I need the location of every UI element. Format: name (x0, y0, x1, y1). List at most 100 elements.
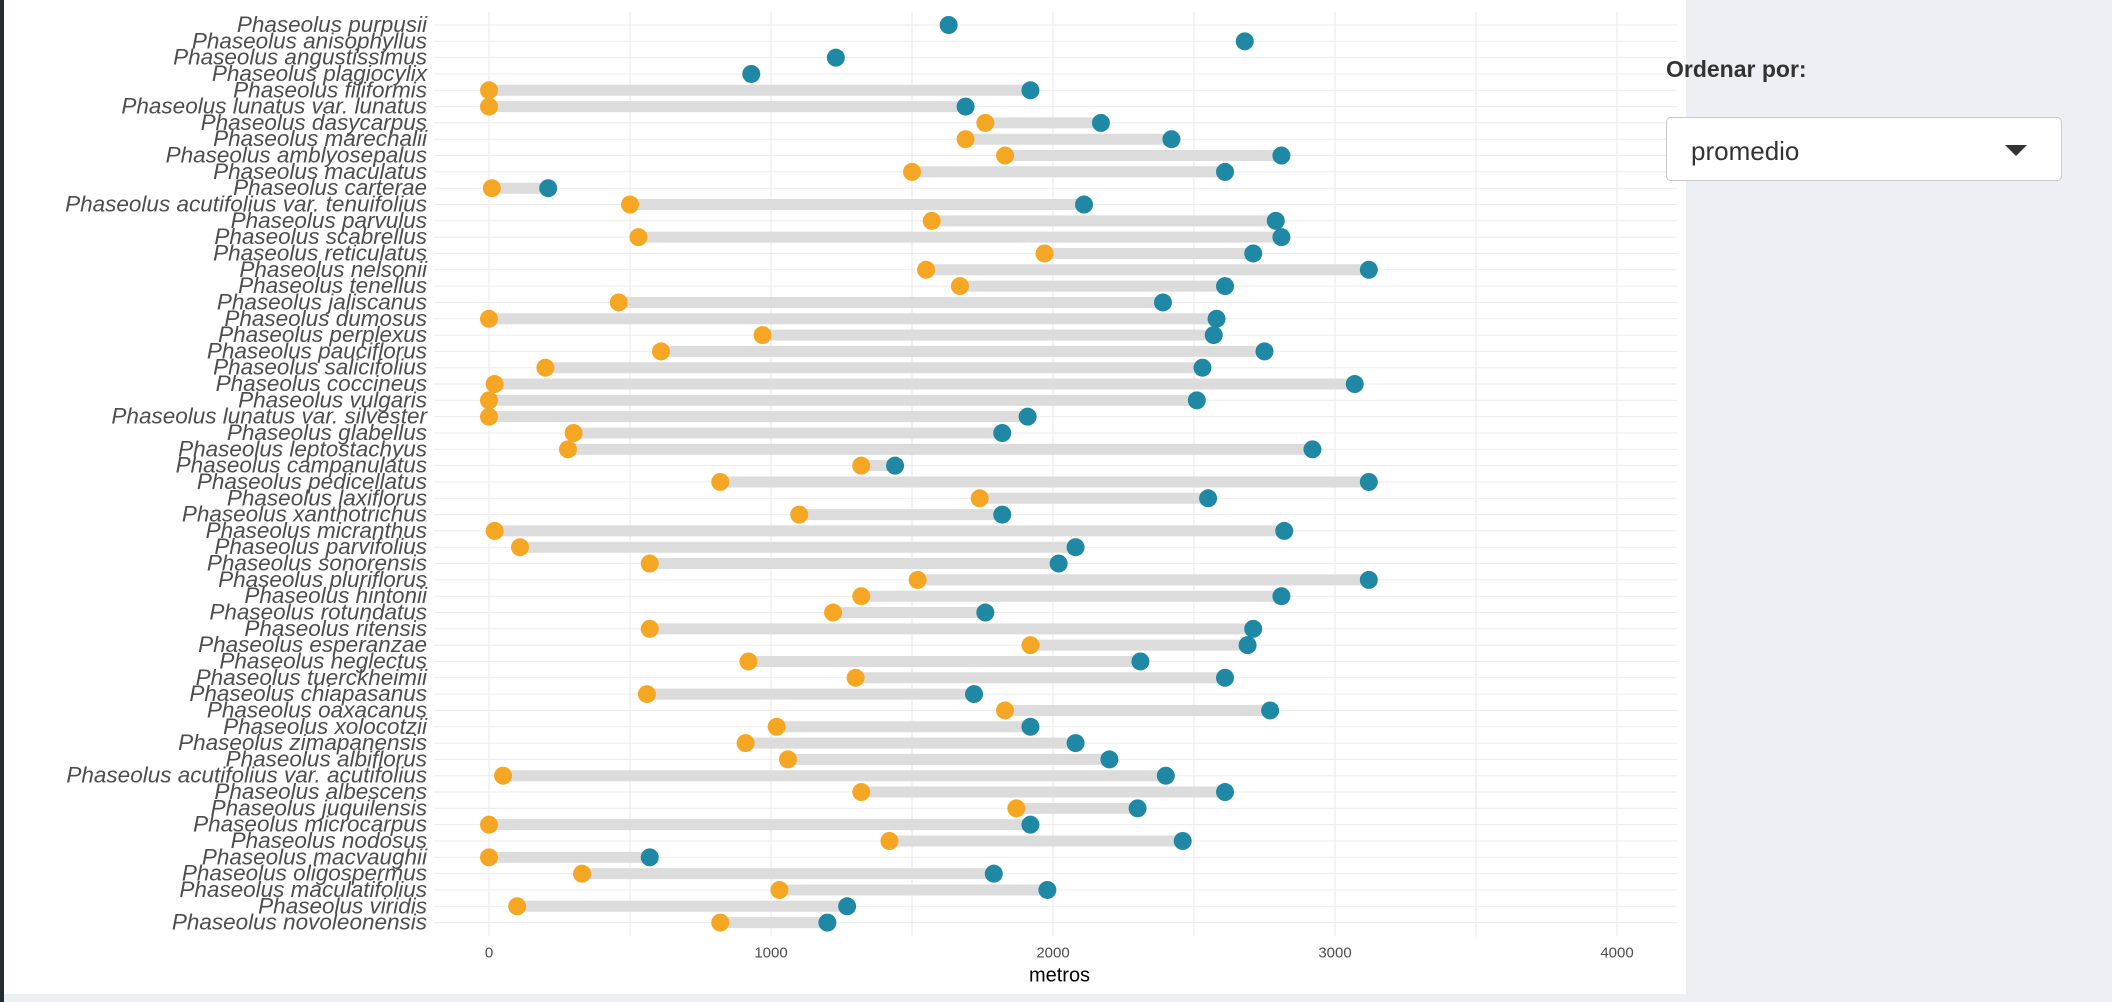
max-point (1100, 750, 1119, 769)
species-label: Phaseolus dumosus (224, 306, 427, 331)
max-point (1272, 587, 1291, 606)
max-point (1244, 244, 1263, 263)
species-label: Phaseolus microcarpus (193, 812, 427, 837)
species-label: Phaseolus nelsonii (239, 257, 428, 282)
max-point (1075, 195, 1094, 214)
species-label: Phaseolus sonorensis (207, 551, 427, 576)
min-point (824, 603, 843, 622)
species-label: Phaseolus scabrellus (214, 224, 427, 249)
min-point (736, 734, 755, 753)
species-label: Phaseolus ritensis (244, 616, 427, 641)
min-point (480, 81, 498, 100)
max-point (1049, 554, 1068, 573)
min-point (480, 407, 498, 426)
max-point (965, 685, 984, 704)
min-point (1021, 636, 1040, 655)
species-label: Phaseolus chiapasanus (189, 681, 427, 706)
min-point (790, 505, 809, 524)
app-left-edge (0, 0, 4, 1002)
species-label: Phaseolus neglectus (219, 648, 427, 673)
max-point (1275, 521, 1294, 540)
species-label: Phaseolus tuerckheimii (196, 665, 428, 690)
min-point (917, 260, 936, 279)
species-label: Phaseolus purpusii (237, 12, 428, 37)
species-label: Phaseolus hintonii (244, 583, 428, 608)
max-point (1156, 766, 1175, 785)
species-label: Phaseolus filiformis (233, 77, 427, 102)
min-point (922, 211, 941, 230)
min-point (739, 652, 758, 671)
min-point (482, 179, 501, 198)
max-point (1359, 570, 1378, 589)
species-label: Phaseolus acutifolius var. acutifolius (66, 763, 427, 788)
max-point (1187, 391, 1206, 410)
max-point (1216, 162, 1235, 181)
min-point (536, 358, 555, 377)
x-tick-label: 0 (485, 945, 493, 962)
min-point (753, 326, 772, 345)
min-point (558, 440, 577, 459)
species-label: Phaseolus nodosus (231, 828, 427, 853)
max-point (1153, 293, 1172, 312)
max-point (1235, 32, 1254, 51)
species-label: Phaseolus parvulus (231, 208, 427, 233)
species-label: Phaseolus oaxacanus (207, 697, 427, 722)
species-label: Phaseolus parvifolius (214, 534, 427, 559)
species-label: Phaseolus pluriflorus (218, 567, 427, 592)
species-label: Phaseolus reticulatus (213, 240, 427, 265)
order-by-value: promedio (1691, 136, 1800, 166)
species-label: Phaseolus campanulatus (176, 453, 427, 478)
species-label: Phaseolus marechalii (213, 126, 428, 151)
min-point (609, 293, 628, 312)
max-point (1207, 309, 1226, 328)
order-by-label: Ordenar por: (1666, 56, 1807, 82)
max-point (1021, 81, 1040, 100)
max-point (1018, 407, 1037, 426)
max-point (1359, 260, 1378, 279)
x-tick-label: 4000 (1600, 945, 1633, 962)
species-label: Phaseolus albescens (214, 779, 427, 804)
x-tick-label: 3000 (1318, 945, 1351, 962)
species-label: Phaseolus angustissimus (173, 45, 427, 70)
min-point (480, 848, 498, 867)
min-point (852, 456, 871, 475)
max-point (1091, 113, 1110, 132)
species-label: Phaseolus rotundatus (209, 600, 427, 625)
min-point (711, 913, 730, 932)
min-point (950, 277, 969, 296)
species-label: Phaseolus maculatus (213, 159, 427, 184)
species-label: Phaseolus vulgaris (238, 387, 427, 412)
min-point (480, 815, 498, 834)
min-point (956, 130, 975, 149)
max-point (984, 864, 1003, 883)
max-point (1216, 668, 1235, 687)
species-label: Phaseolus leptostachyus (178, 436, 427, 461)
species-label: Phaseolus maculatifolius (179, 877, 427, 902)
min-point (903, 162, 921, 181)
min-point (480, 309, 498, 328)
species-label: Phaseolus juquilensis (211, 795, 427, 820)
max-point (742, 64, 761, 83)
min-point (485, 521, 504, 540)
min-point (485, 375, 504, 394)
max-point (1244, 619, 1263, 638)
species-label: Phaseolus laxiflorus (227, 485, 427, 510)
max-point (939, 16, 958, 34)
max-point (1193, 358, 1212, 377)
min-point (621, 195, 639, 214)
species-label: Phaseolus pedicellatus (197, 469, 427, 494)
species-label: Phaseolus salicifolius (213, 355, 427, 380)
species-label: Phaseolus micranthus (206, 518, 427, 543)
max-point (1173, 832, 1192, 850)
order-by-select[interactable]: promedio (1666, 117, 2062, 181)
species-label: Phaseolus glabellus (227, 420, 427, 445)
x-tick-label: 1000 (754, 945, 787, 962)
max-point (818, 913, 837, 932)
min-point (652, 342, 671, 361)
max-point (1261, 701, 1280, 720)
max-point (1238, 636, 1257, 655)
species-label: Phaseolus macvaughii (202, 844, 428, 869)
min-point (480, 391, 498, 410)
min-point (573, 864, 592, 883)
